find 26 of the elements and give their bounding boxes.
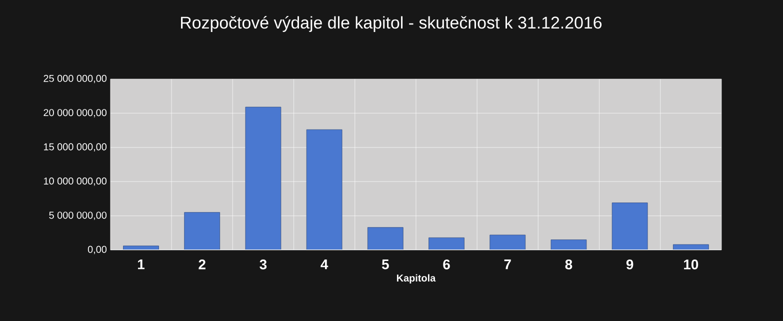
x-tick-label: 2 bbox=[198, 260, 206, 270]
x-tick-label: 4 bbox=[320, 260, 328, 270]
x-tick-label: 6 bbox=[443, 260, 450, 270]
chart-title: Rozpočtové výdaje dle kapitol - skutečnost k 31.12.2016 bbox=[181, 16, 602, 32]
bar bbox=[306, 130, 342, 250]
bar bbox=[428, 238, 464, 250]
bar bbox=[490, 234, 526, 250]
x-tick-label: 9 bbox=[626, 260, 634, 270]
x-tick-label: 3 bbox=[260, 260, 267, 270]
y-tick-label: 15 000 000,00 bbox=[44, 143, 107, 152]
y-tick-label: 0,00 bbox=[88, 246, 107, 254]
y-tick-label: 10 000 000,00 bbox=[44, 177, 107, 186]
x-tick-label: 5 bbox=[382, 260, 389, 270]
bar bbox=[550, 240, 586, 250]
y-tick-label: 25 000 000,00 bbox=[44, 74, 107, 84]
x-tick-label: 1 bbox=[138, 260, 145, 270]
y-tick-label: 5 000 000,00 bbox=[49, 212, 107, 220]
bar bbox=[245, 107, 281, 250]
x-tick-label: 8 bbox=[565, 260, 572, 270]
y-tick-label: 20 000 000,00 bbox=[44, 109, 107, 118]
x-axis-title: Kapitola bbox=[396, 274, 436, 284]
bar bbox=[612, 202, 648, 250]
x-tick-label: 10 bbox=[684, 260, 698, 270]
bar bbox=[184, 212, 220, 250]
x-tick-label: 7 bbox=[504, 260, 511, 270]
bar bbox=[368, 227, 404, 250]
